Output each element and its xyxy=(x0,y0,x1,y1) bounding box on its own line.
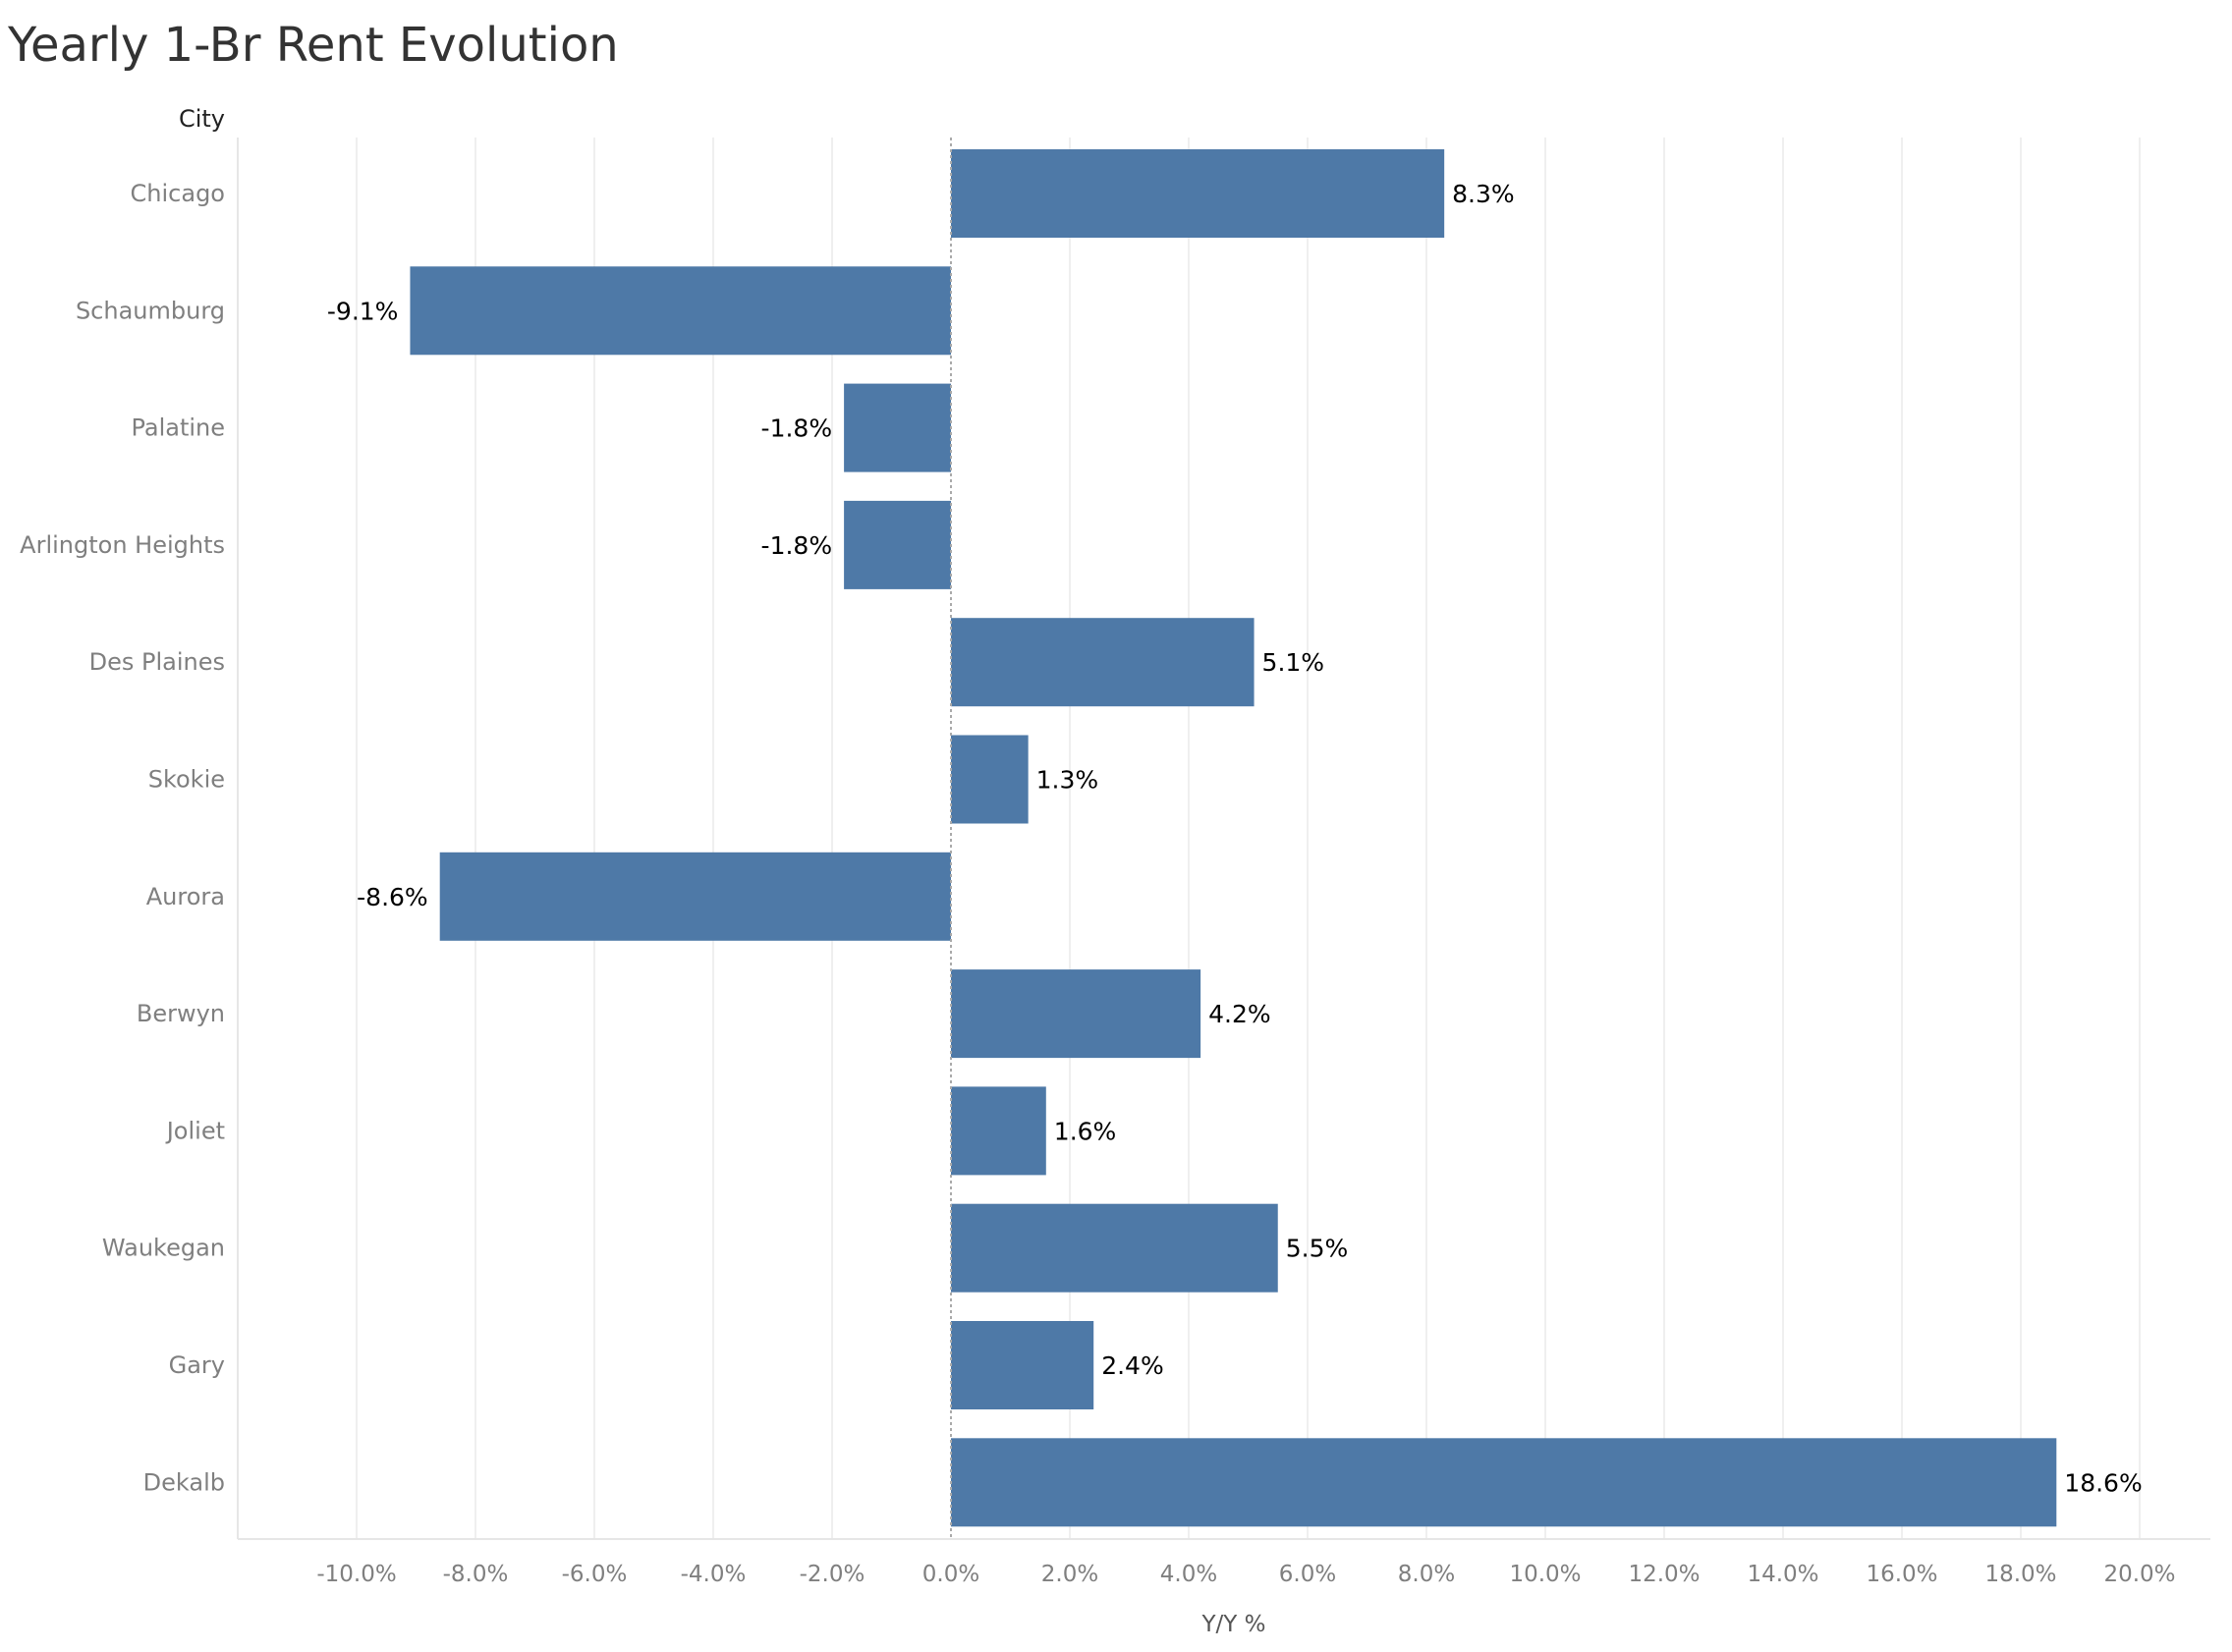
category-label: Schaumburg xyxy=(76,297,225,324)
bar xyxy=(951,969,1201,1059)
x-tick-label: 2.0% xyxy=(1041,1562,1098,1587)
data-label: 18.6% xyxy=(2064,1468,2142,1497)
x-tick-label: 18.0% xyxy=(1984,1562,2056,1587)
category-label: Chicago xyxy=(131,180,225,207)
x-tick-label: 12.0% xyxy=(1628,1562,1700,1587)
chart-title: Yearly 1-Br Rent Evolution xyxy=(8,18,619,73)
category-label: Joliet xyxy=(165,1117,225,1144)
x-tick-label: -4.0% xyxy=(681,1562,747,1587)
data-label: -1.8% xyxy=(761,414,833,443)
category-label: Arlington Heights xyxy=(20,531,225,559)
bar xyxy=(951,149,1445,238)
bar xyxy=(410,266,951,356)
category-label: Palatine xyxy=(131,414,225,442)
x-axis-title: Y/Y % xyxy=(1200,1612,1265,1637)
data-label: 1.3% xyxy=(1036,766,1099,795)
data-label: 2.4% xyxy=(1101,1351,1164,1380)
bar xyxy=(951,1086,1046,1176)
x-tick-label: 4.0% xyxy=(1160,1562,1217,1587)
data-label: -9.1% xyxy=(327,297,399,325)
x-tick-label: 6.0% xyxy=(1279,1562,1336,1587)
x-tick-label: 14.0% xyxy=(1747,1562,1818,1587)
bar xyxy=(951,1203,1278,1293)
bar xyxy=(844,383,951,472)
bar xyxy=(951,1438,2057,1527)
category-label: Skokie xyxy=(148,766,225,794)
data-label: 5.1% xyxy=(1262,648,1325,677)
category-label: Waukegan xyxy=(102,1235,225,1262)
x-tick-label: 10.0% xyxy=(1509,1562,1581,1587)
category-label: Gary xyxy=(169,1351,225,1379)
x-tick-label: 8.0% xyxy=(1398,1562,1455,1587)
category-label: Aurora xyxy=(146,883,225,910)
bar xyxy=(951,735,1029,824)
data-label: 5.5% xyxy=(1286,1235,1349,1263)
row-header-label: City xyxy=(179,105,225,133)
category-label: Dekalb xyxy=(143,1468,225,1496)
x-tick-label: -2.0% xyxy=(800,1562,865,1587)
x-tick-label: 16.0% xyxy=(1866,1562,1937,1587)
x-tick-label: 20.0% xyxy=(2103,1562,2175,1587)
x-tick-label: -8.0% xyxy=(443,1562,509,1587)
category-label: Des Plaines xyxy=(89,648,225,676)
bar xyxy=(439,852,951,941)
x-tick-label: -6.0% xyxy=(562,1562,628,1587)
category-label: Berwyn xyxy=(137,1000,225,1027)
bar xyxy=(844,500,951,589)
x-tick-label: 0.0% xyxy=(922,1562,979,1587)
x-tick-label: -10.0% xyxy=(316,1562,396,1587)
data-label: -1.8% xyxy=(761,531,833,560)
data-label: 4.2% xyxy=(1208,1000,1271,1028)
data-label: -8.6% xyxy=(357,883,428,911)
data-label: 8.3% xyxy=(1452,180,1515,208)
bar xyxy=(951,618,1255,707)
bar xyxy=(951,1321,1094,1409)
data-label: 1.6% xyxy=(1054,1117,1117,1145)
